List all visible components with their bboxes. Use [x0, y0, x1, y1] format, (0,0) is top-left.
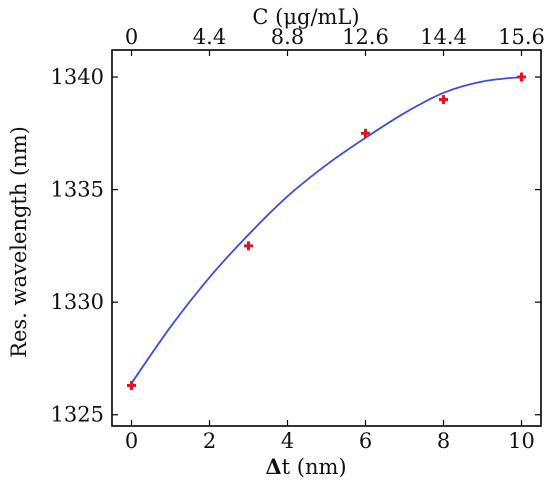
y-tick-label: 1330	[51, 290, 104, 314]
fit-line	[130, 76, 522, 384]
y-tick-label: 1335	[51, 178, 104, 202]
series	[127, 72, 526, 390]
x-tick-label: 6	[359, 429, 372, 453]
x2-axis-title: C (μg/mL)	[252, 5, 359, 29]
x-tick-label: 2	[203, 429, 216, 453]
x-tick-label: 8	[437, 429, 450, 453]
x2-tick-label: 0	[125, 25, 138, 49]
data-point	[361, 128, 370, 138]
x-axis-title: Δt (nm)	[265, 454, 346, 479]
data-point	[127, 380, 136, 390]
y-tick-label: 1325	[51, 403, 104, 427]
ticks	[112, 50, 541, 426]
x-tick-label: 4	[281, 429, 294, 453]
x2-tick-label: 14.4	[420, 25, 467, 49]
x2-tick-label: 12.6	[342, 25, 389, 49]
plot-frame	[111, 49, 542, 427]
data-point	[244, 241, 253, 251]
x2-tick-label: 4.4	[193, 25, 226, 49]
x-axis-title-symbol: Δ	[265, 454, 281, 479]
data-point	[439, 95, 448, 105]
y-tick-label: 1340	[51, 65, 104, 89]
x2-tick-label: 15.6	[498, 25, 545, 49]
x-axis-title-text: t (nm)	[282, 455, 347, 479]
x2-tick-label: 8.8	[271, 25, 304, 49]
x-tick-label: 10	[508, 429, 535, 453]
data-point	[517, 72, 526, 82]
y-axis-title: Res. wavelength (nm)	[7, 126, 31, 358]
x-tick-label: 0	[125, 429, 138, 453]
tick-labels: 0 2 4 6 8 10 0 4.4 8.8 12.6 14.4 15.6 1325 1330 1335 13…	[51, 25, 545, 453]
